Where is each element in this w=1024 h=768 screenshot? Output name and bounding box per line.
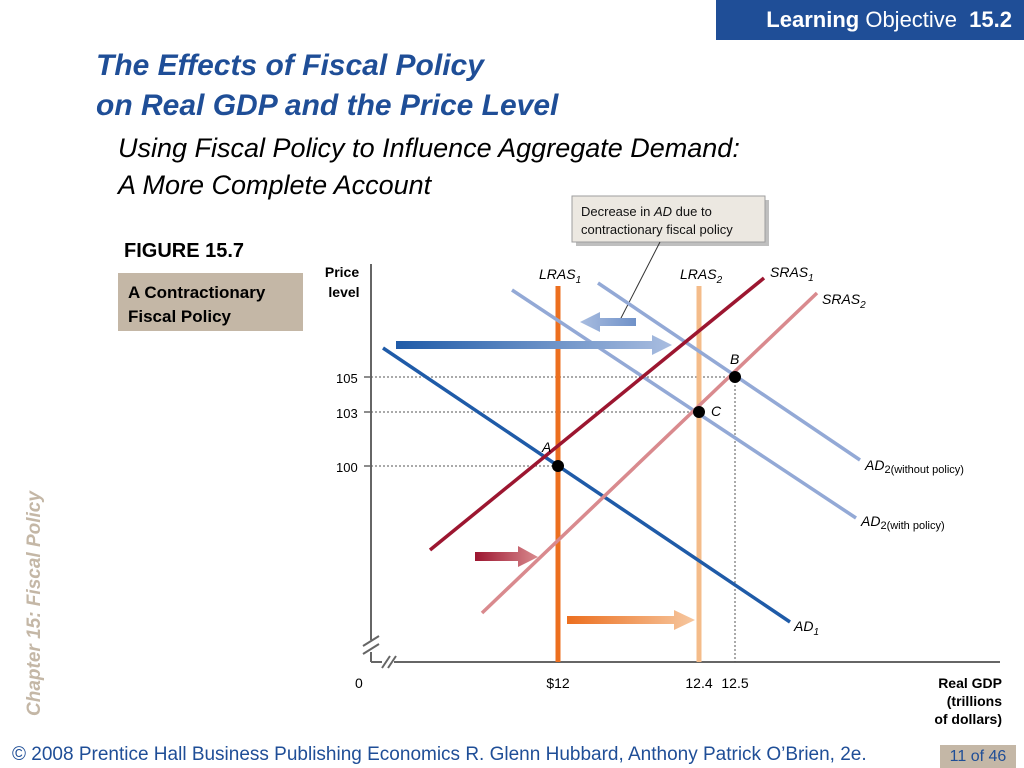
ad2-without-policy-label: AD2(without policy) — [864, 457, 964, 476]
x-axis-label-line1: Real GDP — [938, 675, 1002, 691]
point-c-label: C — [711, 403, 722, 419]
ad1-label: AD1 — [793, 618, 819, 638]
sras2-curve — [480, 291, 819, 615]
point-a — [552, 460, 564, 472]
y-tick-label: 105 — [336, 371, 358, 386]
sras1-label: SRAS1 — [770, 264, 814, 284]
ad1-curve — [382, 346, 791, 624]
ad2-with-policy-curve — [511, 288, 857, 520]
slide-subtitle-line1: Using Fiscal Policy to Influence Aggrega… — [118, 133, 740, 163]
footer-credit: © 2008 Prentice Hall Business Publishing… — [12, 744, 867, 765]
point-c — [693, 406, 705, 418]
page-number: 11 of 46 — [940, 745, 1016, 768]
learning-objective-badge: Learning Objective 15.2 — [716, 0, 1024, 40]
figure-caption-box: A Contractionary Fiscal Policy — [118, 273, 303, 331]
objective-word-learning: Learning — [766, 7, 860, 32]
sras2-label: SRAS2 — [822, 291, 866, 311]
ad2-without-policy-curve — [597, 281, 861, 462]
ad-shift-right-arrow — [396, 335, 672, 355]
sras-shift-arrow — [475, 546, 538, 567]
y-axis-break — [362, 635, 380, 655]
y-axis-label-line1: Price — [325, 264, 359, 280]
slide-subtitle: Using Fiscal Policy to Influence Aggrega… — [118, 130, 740, 204]
x-tick-label: 12.5 — [721, 675, 748, 691]
sras1-curve — [428, 276, 766, 552]
objective-number: 15.2 — [969, 7, 1012, 32]
x-tick-label: $12 — [546, 675, 570, 691]
slide-subtitle-line2: A More Complete Account — [118, 170, 432, 200]
point-a-label: A — [541, 439, 551, 455]
point-b-label: B — [730, 351, 739, 367]
lras2-label: LRAS2 — [680, 266, 723, 286]
ad-as-chart: Decrease in AD due to contractionary fis… — [325, 195, 1002, 727]
callout-line2: contractionary fiscal policy — [581, 222, 733, 237]
x-axis-label-line2: (trillions — [947, 693, 1002, 709]
figure-label: FIGURE 15.7 — [124, 240, 245, 262]
point-b — [729, 371, 741, 383]
slide-title-line1: The Effects of Fiscal Policy — [96, 49, 484, 82]
figure-caption-line1: A Contractionary — [128, 283, 266, 302]
x-axis-label-line3: of dollars) — [934, 711, 1002, 727]
slide-title-line2: on Real GDP and the Price Level — [96, 89, 559, 122]
lras-shift-arrow — [567, 610, 695, 630]
objective-word: Objective — [865, 7, 958, 32]
x-axis-break — [381, 655, 397, 669]
slide-title: The Effects of Fiscal Policy on Real GDP… — [96, 46, 558, 126]
lras1-label: LRAS1 — [539, 266, 581, 286]
ad-shift-left-arrow — [580, 312, 636, 332]
y-tick-label: 103 — [336, 406, 358, 421]
y-axis-label-line2: level — [328, 284, 359, 300]
y-tick-label: 100 — [336, 460, 358, 475]
figure-caption-line2: Fiscal Policy — [128, 307, 231, 326]
callout-leader-line — [619, 241, 661, 321]
ad2-with-policy-label: AD2(with policy) — [860, 513, 945, 532]
origin-label: 0 — [355, 675, 363, 691]
callout-box — [571, 195, 766, 243]
x-tick-label: 12.4 — [685, 675, 712, 691]
callout-line1: Decrease in AD due to — [581, 204, 712, 219]
